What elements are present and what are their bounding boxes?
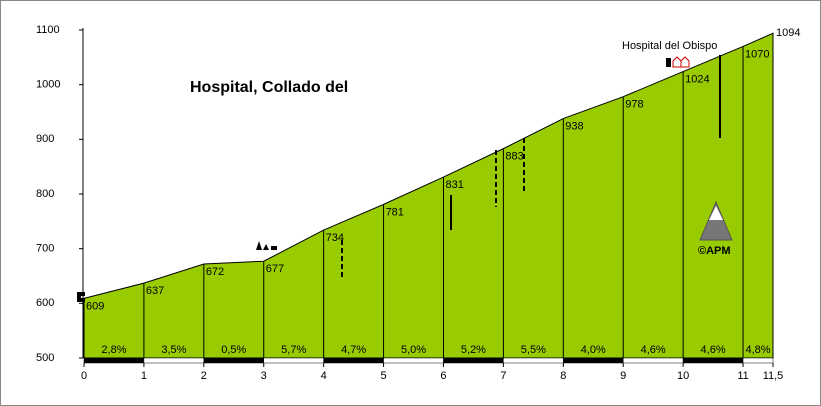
x-tick-label: 4 <box>321 370 327 382</box>
y-tick-label: 1100 <box>36 24 60 36</box>
segment-bar <box>383 357 444 364</box>
x-tick-label: 3 <box>261 370 267 382</box>
segment-label: 4,6% <box>641 344 666 356</box>
y-tick-label: 1000 <box>36 79 60 91</box>
x-tick-label: 6 <box>440 370 446 382</box>
x-tick-label: 1 <box>141 370 147 382</box>
segment-label: 5,0% <box>401 344 426 356</box>
segment-label: 4,7% <box>341 344 366 356</box>
x-tick-label: 7 <box>500 370 506 382</box>
elevation-label: 978 <box>625 99 643 111</box>
segment-label: 4,8% <box>745 344 770 356</box>
icons <box>77 55 733 302</box>
elevation-label: 1024 <box>685 73 709 85</box>
segment-bar <box>503 357 564 364</box>
y-tick-label: 800 <box>36 188 54 200</box>
chart-title: Hospital, Collado del <box>190 79 348 96</box>
elevation-label: 883 <box>505 151 523 163</box>
segment-label: 0,5% <box>221 344 246 356</box>
elevation-label: 637 <box>146 285 164 297</box>
annotation: Hospital del Obispo <box>622 40 717 52</box>
y-tick-label: 500 <box>36 352 54 364</box>
segment-label: 4,0% <box>581 344 606 356</box>
x-tick-label: 5 <box>381 370 387 382</box>
elevation-label: 734 <box>326 232 344 244</box>
segment-label: 5,7% <box>281 344 306 356</box>
y-tick-label: 600 <box>36 297 54 309</box>
elevation-label: 677 <box>266 263 284 275</box>
elevation-label: 1070 <box>745 48 769 60</box>
segment-bar <box>323 357 384 364</box>
x-tick-label: 8 <box>560 370 566 382</box>
elevation-label: 609 <box>86 300 104 312</box>
x-tick-label: 0 <box>81 370 87 382</box>
y-tick-label: 700 <box>36 243 54 255</box>
x-tick-label: 10 <box>677 370 689 382</box>
logo: ©APM <box>698 245 731 257</box>
segment-bar <box>682 357 744 364</box>
segment-bar <box>742 357 774 364</box>
segment-bar <box>622 357 684 364</box>
profile-area <box>83 32 774 359</box>
elevation-label: 781 <box>386 206 404 218</box>
segment-label: 5,2% <box>461 344 486 356</box>
segment-bar <box>83 357 145 364</box>
segment-label: 5,5% <box>521 344 546 356</box>
segment-label: 4,6% <box>701 344 726 356</box>
x-tick-label: 2 <box>201 370 207 382</box>
elevation-label: 938 <box>565 120 583 132</box>
segment-label: 3,5% <box>161 344 186 356</box>
elevation-label: 1094 <box>776 27 800 39</box>
x-tick-label: 11 <box>737 370 748 382</box>
elevation-label: 672 <box>206 266 224 278</box>
x-tick-label: 9 <box>620 370 626 382</box>
elevation-label: 831 <box>445 179 463 191</box>
y-tick-label: 900 <box>36 133 54 145</box>
segment-bar <box>203 357 264 364</box>
segment-label: 2,8% <box>101 344 126 356</box>
segment-bar <box>443 357 504 364</box>
segment-bar <box>263 357 324 364</box>
segment-bar <box>563 357 624 364</box>
x-tick-label: 11,5 <box>763 370 784 382</box>
segment-bar <box>143 357 205 364</box>
